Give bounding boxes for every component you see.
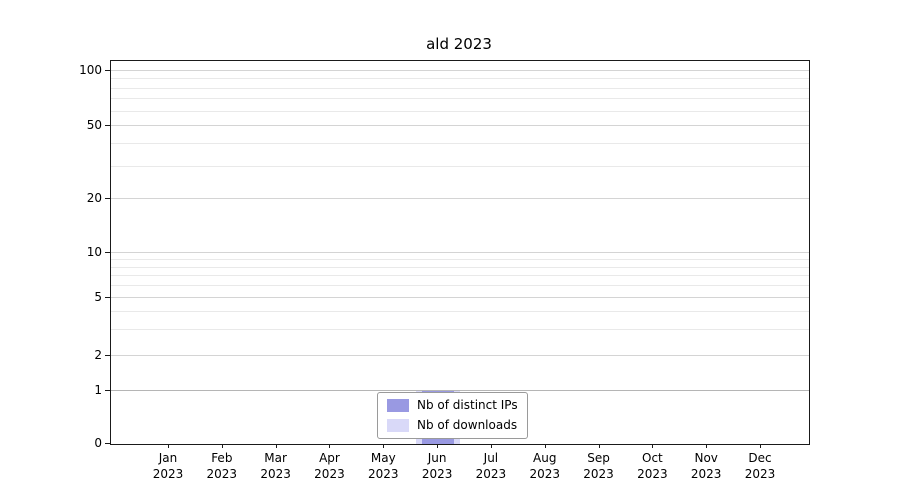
x-tick-label: Jun 2023 xyxy=(421,451,453,481)
y-tick-label: 1 xyxy=(94,383,102,397)
gridline xyxy=(111,266,809,268)
gridlines-layer xyxy=(111,61,809,444)
bars-layer xyxy=(111,61,809,444)
y-tick-label: 10 xyxy=(86,245,102,259)
x-tick-label: Feb 2023 xyxy=(206,451,238,481)
gridline xyxy=(111,275,809,277)
gridline xyxy=(111,165,809,167)
gridline xyxy=(111,258,809,260)
y-tick-label: 2 xyxy=(94,348,102,362)
y-tick-label: 20 xyxy=(86,191,102,205)
x-tick-label: Sep 2023 xyxy=(583,451,614,481)
x-tick-label: Dec 2023 xyxy=(744,451,776,481)
x-tick-label: May 2023 xyxy=(367,451,399,481)
x-tick-label: Mar 2023 xyxy=(260,451,291,481)
gridline xyxy=(111,297,809,298)
gridline xyxy=(111,329,809,331)
y-tick-label: 5 xyxy=(94,290,102,304)
legend-item: Nb of downloads xyxy=(387,418,518,433)
y-tick-label: 100 xyxy=(79,63,102,77)
y-tick-label: 50 xyxy=(86,118,102,132)
x-tick-label: Jan 2023 xyxy=(152,451,184,481)
gridline xyxy=(111,142,809,144)
plot-area: Nb of distinct IPs Nb of downloads xyxy=(110,60,810,445)
legend-swatch-icon xyxy=(387,419,409,432)
chart-title: ald 2023 xyxy=(426,35,492,53)
gridline xyxy=(111,355,809,356)
gridline xyxy=(111,285,809,287)
legend-swatch-icon xyxy=(387,399,409,412)
legend-label: Nb of downloads xyxy=(417,418,518,432)
gridline xyxy=(111,78,809,80)
legend-label: Nb of distinct IPs xyxy=(417,398,518,412)
gridline xyxy=(111,70,809,71)
x-tick-label: Aug 2023 xyxy=(529,451,560,481)
gridline xyxy=(111,125,809,126)
gridline xyxy=(111,98,809,100)
gridline xyxy=(111,87,809,89)
x-tick-label: Oct 2023 xyxy=(637,451,668,481)
gridline xyxy=(111,252,809,253)
x-tick-label: Apr 2023 xyxy=(314,451,345,481)
legend: Nb of distinct IPs Nb of downloads xyxy=(377,392,528,439)
y-tick-label: 0 xyxy=(94,436,102,450)
legend-item: Nb of distinct IPs xyxy=(387,398,518,413)
x-tick-label: Nov 2023 xyxy=(690,451,722,481)
gridline xyxy=(111,110,809,112)
gridline xyxy=(111,390,809,391)
x-tick-label: Jul 2023 xyxy=(475,451,507,481)
gridline xyxy=(111,198,809,199)
gridline xyxy=(111,311,809,313)
